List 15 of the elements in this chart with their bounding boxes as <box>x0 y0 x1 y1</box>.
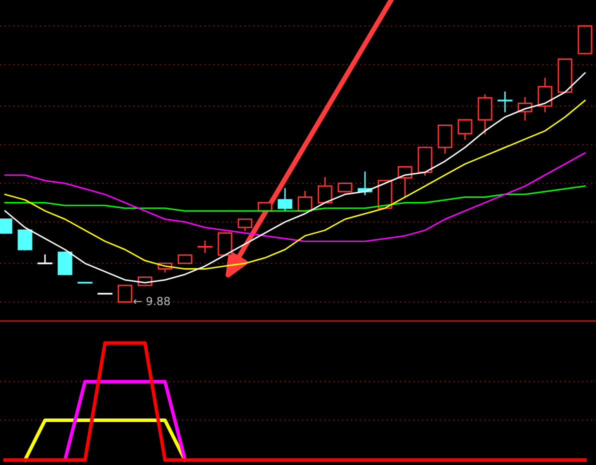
candlestick <box>438 124 452 154</box>
candlestick <box>118 284 132 303</box>
annotation: ← 9.88 <box>134 296 170 306</box>
candlestick <box>538 78 552 112</box>
candlestick <box>198 240 212 254</box>
candlestick <box>458 119 472 140</box>
candlestick <box>298 190 312 212</box>
candlestick <box>498 92 512 112</box>
candlestick <box>398 166 412 198</box>
candlestick <box>58 252 72 276</box>
candlestick <box>318 177 332 204</box>
candlestick <box>278 188 292 212</box>
candlestick <box>478 94 492 134</box>
candlestick <box>18 230 32 250</box>
candlestick <box>238 218 252 231</box>
